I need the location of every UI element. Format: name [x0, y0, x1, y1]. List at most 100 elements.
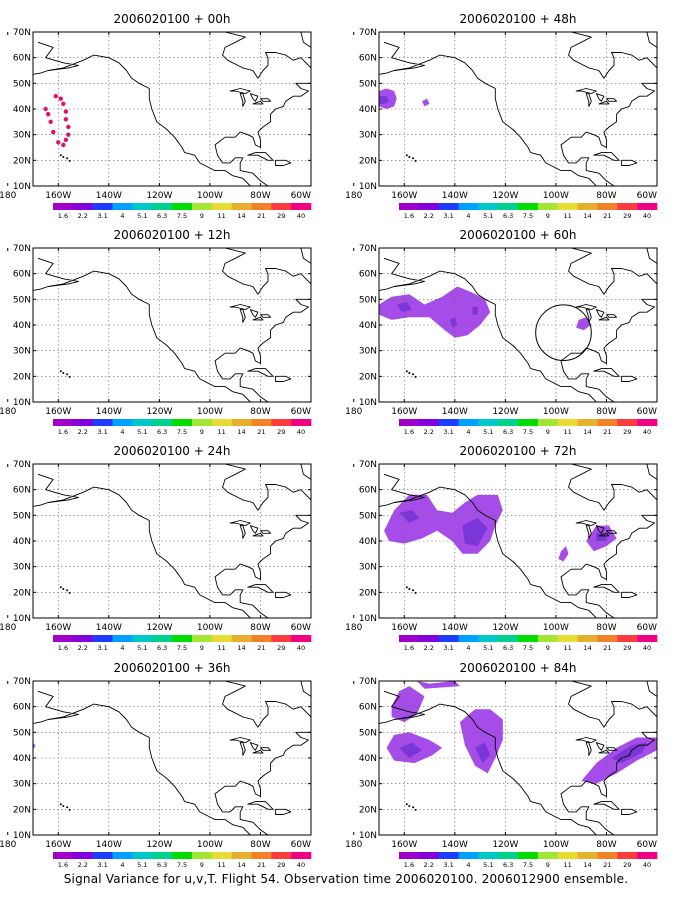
y-tick-label: 60N [359, 486, 377, 496]
colorbar-swatch [291, 203, 312, 210]
y-tick-label: 40N [359, 754, 377, 764]
y-tick-label: 20N [359, 588, 377, 598]
y-tick-label: 50N [13, 295, 31, 305]
coastline [595, 93, 605, 102]
colorbar-label: 7.5 [177, 212, 187, 220]
coastline [247, 584, 274, 593]
colorbar-swatch [53, 635, 74, 642]
colorbar-label: 29 [623, 861, 631, 869]
coastline [575, 304, 597, 311]
colorbar-swatch [231, 852, 252, 859]
x-tick-label: 120W [492, 191, 518, 201]
colorbar-label: 3.1 [97, 861, 107, 869]
map-area [33, 464, 311, 618]
colorbar-swatch [557, 635, 578, 642]
x-tick-label: 160W [391, 840, 417, 850]
y-tick-label: 70N [359, 244, 377, 254]
colorbar-swatch [597, 852, 618, 859]
coastline [239, 525, 246, 539]
track-point [63, 137, 69, 142]
colorbar-swatch [92, 203, 113, 210]
island [66, 806, 69, 809]
colorbar-label: 1.6 [58, 428, 68, 436]
coastline [275, 159, 292, 166]
y-tick-label: 40N [359, 537, 377, 547]
colorbar-label: 11 [218, 428, 226, 436]
coastline [260, 314, 272, 318]
x-tick-label: 180 [345, 191, 362, 201]
panel-24h: 2006020100 + 24h 70N 60N 50N 40N 30N 20N 10N180… [0, 444, 312, 652]
y-tick-label: 20N [13, 156, 31, 166]
colorbar-swatch [537, 419, 559, 426]
x-tick-label: 140W [442, 623, 468, 633]
island [62, 155, 65, 158]
colorbar-swatch [418, 203, 439, 210]
colorbar-label: 11 [564, 644, 572, 652]
coastline [621, 375, 638, 382]
island [408, 155, 411, 158]
coastline [300, 464, 311, 480]
colorbar-swatch [557, 203, 578, 210]
island [373, 508, 375, 510]
colorbar-swatch [478, 203, 499, 210]
island [66, 157, 69, 160]
colorbar-label: 7.5 [177, 428, 187, 436]
colorbar-label: 4 [466, 644, 470, 652]
track-point [53, 93, 58, 99]
colorbar-swatch [557, 419, 578, 426]
x-tick-label: 60W [291, 407, 311, 417]
island [68, 159, 71, 162]
track-point [48, 119, 53, 125]
y-tick-label: 40N [13, 754, 31, 764]
colorbar-swatch [418, 852, 439, 859]
coastline [585, 309, 592, 323]
colorbar-swatch [53, 419, 74, 426]
colorbar-swatch [458, 852, 479, 859]
x-tick-label: 100W [197, 623, 223, 633]
coastline [593, 584, 620, 593]
colorbar-label: 40 [643, 861, 651, 869]
variance-contour-light [558, 546, 569, 562]
coastline [646, 681, 657, 697]
x-tick-label: 60W [637, 623, 657, 633]
colorbar-swatch [152, 419, 173, 426]
island [373, 725, 375, 727]
colorbar-label: 11 [564, 212, 572, 220]
variance-contour-dark [379, 96, 390, 104]
y-tick-label: 70N [13, 677, 31, 687]
colorbar-label: 9 [546, 644, 550, 652]
colorbar-label: 2.2 [424, 861, 434, 869]
island [68, 375, 71, 378]
colorbar-swatch [577, 419, 598, 426]
colorbar-swatch [637, 419, 658, 426]
coastline [621, 159, 638, 166]
colorbar-swatch [271, 419, 292, 426]
colorbar-swatch [637, 852, 658, 859]
colorbar-swatch [537, 203, 559, 210]
x-tick-label: 180 [0, 191, 17, 201]
colorbar-swatch [152, 852, 173, 859]
colorbar-label: 5.1 [137, 861, 147, 869]
colorbar-label: 7.5 [523, 212, 533, 220]
colorbar-swatch [112, 419, 133, 426]
track-point [45, 111, 51, 117]
x-tick-label: 100W [543, 191, 569, 201]
colorbar-label: 11 [564, 428, 572, 436]
x-tick-label: 140W [442, 840, 468, 850]
y-tick-label: 40N [359, 321, 377, 331]
y-tick-label: 60N [359, 703, 377, 713]
x-tick-label: 160W [391, 623, 417, 633]
colorbar-swatch [498, 419, 519, 426]
x-tick-label: 180 [345, 840, 362, 850]
colorbar-label: 14 [237, 644, 245, 652]
x-tick-label: 120W [146, 191, 172, 201]
coastline [593, 152, 620, 161]
colorbar-swatch [191, 203, 213, 210]
colorbar-label: 14 [237, 428, 245, 436]
variance-contour-dark [399, 742, 422, 758]
panel-title: 2006020100 + 24h [114, 444, 231, 458]
colorbar-swatch [172, 635, 193, 642]
y-tick-label: 70N [359, 28, 377, 38]
colorbar-swatch [537, 852, 559, 859]
coastline [229, 304, 251, 311]
